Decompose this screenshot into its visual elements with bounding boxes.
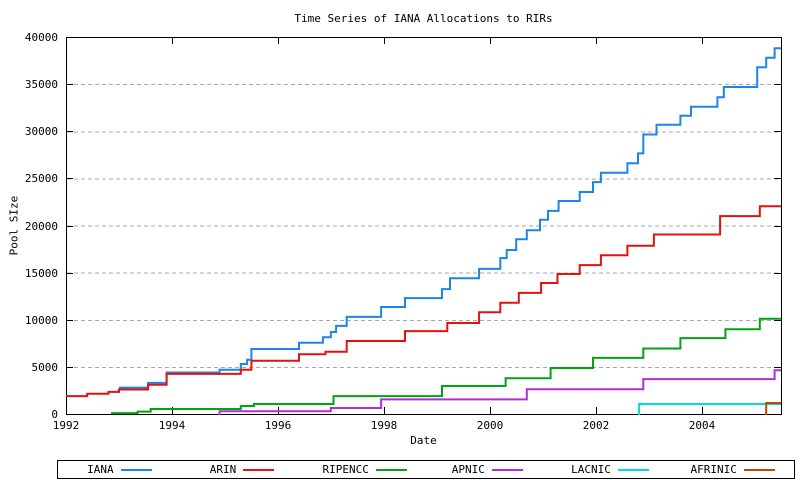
y-tick-label-5000: 5000 bbox=[32, 361, 59, 374]
legend-label-iana: IANA bbox=[87, 463, 114, 476]
legend-label-lacnic: LACNIC bbox=[571, 463, 611, 476]
legend-line-swatch-iana bbox=[120, 468, 152, 471]
y-tick-label-40000: 40000 bbox=[25, 31, 58, 44]
chart-title: Time Series of IANA Allocations to RIRs bbox=[294, 12, 553, 25]
y-tick-label-35000: 35000 bbox=[25, 78, 58, 91]
y-tick-label-25000: 25000 bbox=[25, 172, 58, 185]
legend-item-iana: IANA bbox=[58, 464, 181, 475]
series-line-arin bbox=[66, 205, 781, 398]
legend-label-afrinic: AFRINIC bbox=[690, 463, 737, 476]
legend-line-swatch-afrinic bbox=[743, 468, 775, 471]
x-tick-label-1996: 1996 bbox=[265, 419, 292, 432]
plot-area: 1992 1994 1996 1998 2000 2002 2004 0 5000 10000 15… bbox=[25, 31, 782, 432]
legend-label-ripencc: RIPENCC bbox=[322, 463, 369, 476]
legend-box: IANA ARIN RIPENCC APNIC LACNIC AFRINIC bbox=[57, 460, 795, 479]
legend-line-swatch-arin bbox=[243, 468, 275, 471]
plot-border bbox=[66, 37, 782, 415]
legend-item-arin: ARIN bbox=[181, 464, 304, 475]
legend-item-afrinic: AFRINIC bbox=[671, 464, 794, 475]
x-tick-label-2002: 2002 bbox=[583, 419, 610, 432]
x-tick-label-2004: 2004 bbox=[689, 419, 716, 432]
series-line-lacnic bbox=[638, 403, 781, 415]
y-tick-label-30000: 30000 bbox=[25, 125, 58, 138]
x-tick-label-1992: 1992 bbox=[53, 419, 80, 432]
x-tick-label-1994: 1994 bbox=[159, 419, 186, 432]
legend-label-arin: ARIN bbox=[209, 463, 237, 476]
series-line-afrinic bbox=[765, 402, 781, 415]
legend-line-swatch-lacnic bbox=[617, 468, 649, 471]
y-tick-label-15000: 15000 bbox=[25, 267, 58, 280]
x-axis-label: Date bbox=[410, 434, 437, 447]
legend-item-ripencc: RIPENCC bbox=[303, 464, 426, 475]
legend-line-swatch-ripencc bbox=[375, 468, 407, 471]
series-line-iana bbox=[119, 47, 781, 389]
y-tick-label-10000: 10000 bbox=[25, 314, 58, 327]
legend-label-apnic: APNIC bbox=[451, 463, 485, 476]
series-line-ripencc bbox=[111, 317, 781, 415]
y-tick-label-20000: 20000 bbox=[25, 220, 58, 233]
legend-item-lacnic: LACNIC bbox=[549, 464, 672, 475]
legend-line-swatch-apnic bbox=[491, 468, 523, 471]
x-tick-label-2000: 2000 bbox=[477, 419, 504, 432]
y-tick-label-0: 0 bbox=[51, 408, 58, 421]
series-line-apnic bbox=[218, 369, 781, 415]
x-tick-label-1998: 1998 bbox=[371, 419, 398, 432]
legend-item-apnic: APNIC bbox=[426, 464, 549, 475]
